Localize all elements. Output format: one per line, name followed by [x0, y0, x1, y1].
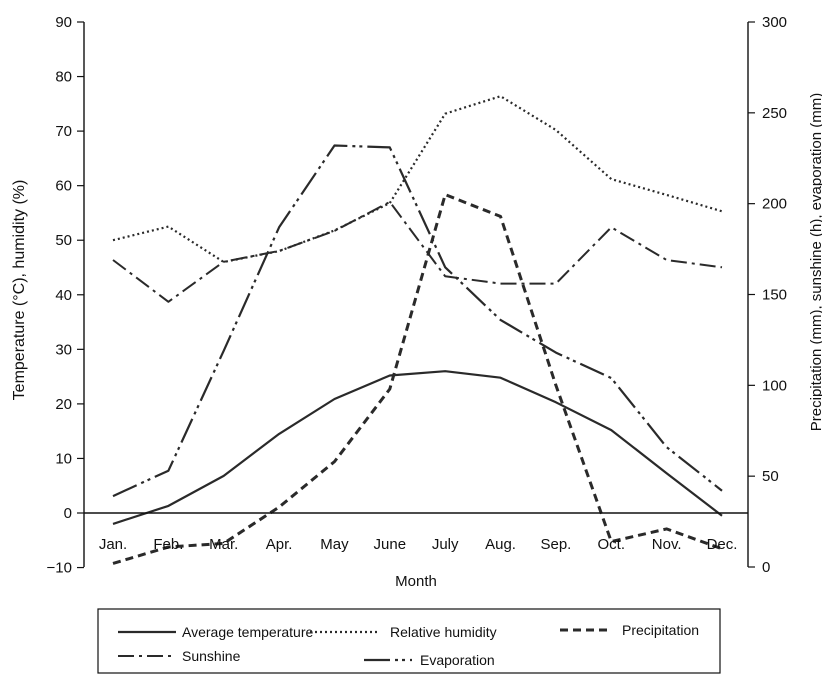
- series-line-evaporation: [112, 144, 723, 498]
- y-tick-label-right: 0: [762, 559, 770, 576]
- series-line-precipitation: [112, 193, 723, 565]
- legend-label: Sunshine: [182, 648, 241, 664]
- x-tick-label: Jan.: [99, 536, 127, 553]
- y-tick-label-left: 0: [64, 505, 72, 522]
- x-tick-label: July: [432, 536, 459, 553]
- x-tick-label: Nov.: [652, 536, 682, 553]
- legend-label: Relative humidity: [390, 624, 497, 640]
- y-tick-label-left: 90: [55, 14, 72, 31]
- y-tick-label-left: 30: [55, 341, 72, 358]
- legend-label: Average temperature: [182, 624, 313, 640]
- y-tick-label-left: 40: [55, 287, 72, 304]
- y-tick-label-left: 50: [55, 232, 72, 249]
- y-axis-label-left: Temperature (°C), humidity (%): [11, 180, 28, 401]
- x-tick-label: Dec.: [707, 536, 738, 553]
- y-tick-label-left: −10: [47, 560, 72, 577]
- x-axis-label: Month: [395, 573, 437, 590]
- legend-label: Evaporation: [420, 652, 495, 668]
- x-tick-label: Oct.: [598, 536, 626, 553]
- legend: Average temperature Relative humidity Prec…: [97, 608, 721, 674]
- x-tick-label: Feb.: [153, 536, 183, 553]
- y-tick-label-right: 50: [762, 468, 779, 485]
- y-tick-label-left: 80: [55, 69, 72, 86]
- y-tick-label-right: 250: [762, 105, 787, 122]
- y-tick-label-right: 150: [762, 287, 787, 304]
- plot-area: [112, 95, 723, 565]
- legend-box: [97, 608, 721, 674]
- series-line-sunshine: [112, 200, 723, 303]
- x-tick-label: May: [320, 536, 349, 553]
- y-tick-label-right: 100: [762, 377, 787, 394]
- x-tick-label: Aug.: [485, 536, 516, 553]
- x-tick-label: June: [374, 536, 407, 553]
- y-tick-label-left: 60: [55, 178, 72, 195]
- series-line-relative-humidity: [112, 95, 723, 264]
- x-tick-label: Sep.: [540, 536, 571, 553]
- y-tick-label-right: 300: [762, 14, 787, 31]
- y-axis-label-right: Precipitation (mm), sunshine (h), evapor…: [808, 93, 822, 431]
- legend-label: Precipitation: [622, 622, 699, 638]
- y-tick-label-left: 20: [55, 396, 72, 413]
- y-tick-label-right: 200: [762, 196, 787, 213]
- y-tick-label-left: 10: [55, 450, 72, 467]
- x-tick-label: Mar.: [209, 536, 238, 553]
- x-tick-label: Apr.: [266, 536, 293, 553]
- series-line-average-temperature: [112, 370, 723, 525]
- y-tick-label-left: 70: [55, 123, 72, 140]
- axes: 9080706050403020100−10300250200150100500…: [47, 14, 787, 577]
